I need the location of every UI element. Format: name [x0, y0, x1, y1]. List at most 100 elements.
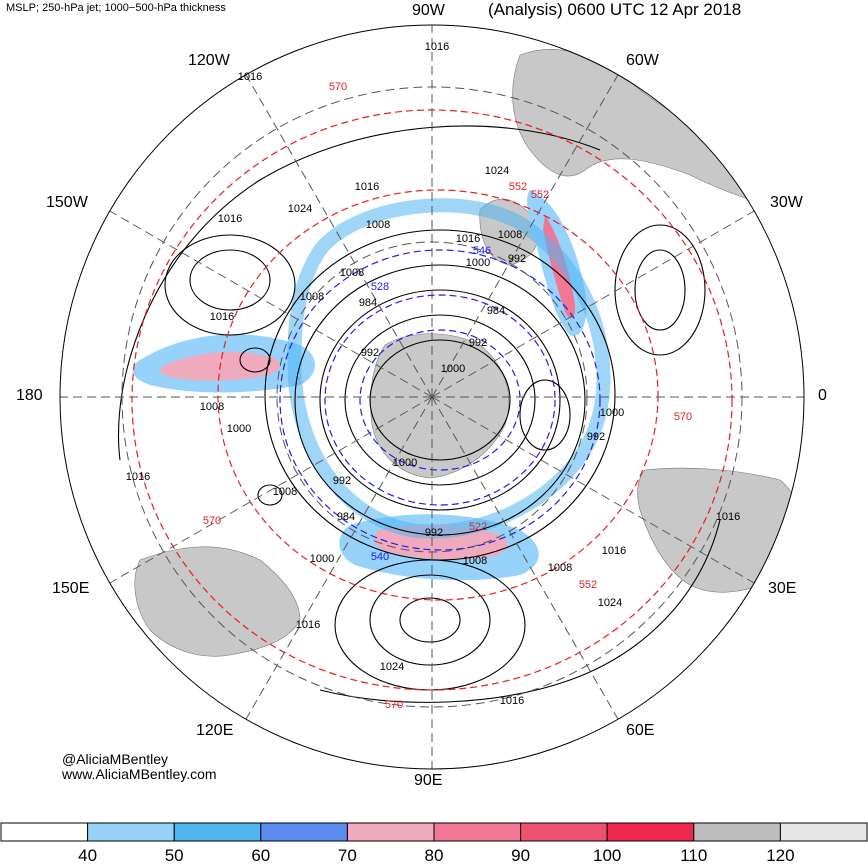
colorbar-tick-label: 100 — [593, 846, 622, 865]
credit-handle: @AliciaMBentley — [62, 751, 169, 767]
mslp-contour-label: 1016 — [355, 181, 379, 193]
colorbar-bin — [606, 822, 695, 842]
isobar-arctic-low-2 — [344, 314, 536, 486]
mslp-contour-label: 1000 — [227, 423, 251, 435]
mslp-contour-label: 1008 — [273, 486, 297, 498]
mslp-contour-label: 992 — [425, 527, 443, 539]
isobar-arctic-low-4 — [294, 264, 586, 536]
mslp-contour-label: 1000 — [466, 257, 490, 269]
mslp-contour-label: 1016 — [456, 233, 480, 245]
lon-label-150e: 150E — [52, 580, 90, 597]
mslp-contour-label: 1016 — [500, 695, 524, 707]
colorbar-bin — [433, 822, 522, 842]
mslp-contour-label: 1024 — [485, 165, 509, 177]
isobar-siberian-high-1 — [399, 597, 461, 643]
mslp-contour-label: 1016 — [425, 41, 449, 53]
mslp-isobars — [117, 125, 721, 703]
polar-stereographic-map: 1016 1016 1024 1016 1024 1016 1008 1016 1008 992 1… — [59, 24, 805, 770]
thickness-contour-label: 528 — [371, 281, 389, 293]
thickness-contour-label: 552 — [579, 579, 597, 591]
thickness-contour-label: 540 — [371, 551, 389, 563]
colorbar-bin — [87, 822, 175, 842]
mslp-contour-label: 1016 — [296, 619, 320, 631]
colorbar-bin — [779, 822, 868, 842]
thickness-label-layer: 570 552 546 528 522 540 552 570 570 570 552 — [203, 81, 692, 711]
colorbar-tick-label: 110 — [680, 846, 708, 865]
colorbar-bin — [0, 822, 89, 842]
isobar-pacific-low — [239, 347, 271, 373]
isobar-pacific-high-1 — [189, 249, 271, 311]
lon-label-60e: 60E — [626, 722, 655, 739]
lon-label-90w: 90W — [412, 2, 445, 19]
mslp-label-layer: 1016 1016 1024 1016 1024 1016 1008 1016 1008 992 1… — [126, 41, 740, 707]
colorbar-tick-label: 60 — [251, 846, 271, 865]
colorbar-bin — [346, 822, 435, 842]
map-title: (Analysis) 0600 UTC 12 Apr 2018 — [488, 0, 742, 19]
colorbar-tick-label: 80 — [424, 846, 444, 865]
lon-label-30e: 30E — [768, 580, 797, 597]
lon-label-60w: 60W — [626, 52, 659, 69]
mslp-contour-label: 1000 — [600, 407, 624, 419]
credit-website: www.AliciaMBentley.com — [62, 766, 217, 782]
lon-label-90e: 90E — [414, 772, 443, 789]
mslp-contour-label: 984 — [337, 511, 355, 523]
mslp-contour-label: 1024 — [288, 203, 312, 215]
land-masses — [134, 48, 801, 657]
meridian-line — [109, 396, 433, 584]
mslp-contour-label: 1008 — [366, 219, 390, 231]
thickness-contour-label: 570 — [329, 81, 347, 93]
thickness-516 — [359, 329, 521, 471]
meridian-line — [431, 210, 755, 398]
lon-label-120w: 120W — [188, 52, 230, 69]
mslp-contour-label: 1016 — [238, 71, 262, 83]
meridians — [60, 25, 804, 769]
land-arctic-islands — [370, 333, 510, 479]
thickness-540 — [279, 249, 601, 551]
thickness-contour-label: 570 — [385, 699, 403, 711]
isobar-asia-low — [257, 484, 283, 506]
thickness-contour-label: 552 — [509, 181, 527, 193]
colorbar-bin — [260, 822, 348, 842]
thickness-contour-label: 570 — [674, 411, 692, 423]
thickness-contour-label: 552 — [531, 189, 549, 201]
mslp-contour-label: 984 — [487, 305, 505, 317]
mslp-contour-label: 1016 — [602, 545, 626, 557]
mslp-contour-label: 1000 — [310, 553, 334, 565]
mslp-contour-label: 1016 — [210, 311, 234, 323]
meridian-line — [245, 396, 433, 720]
mslp-contour-label: 1024 — [380, 661, 404, 673]
isobar-outer-2 — [319, 519, 721, 703]
map-border — [59, 24, 805, 770]
thickness-contour-label: 570 — [203, 515, 221, 527]
isobar-siberian-high-2 — [369, 574, 491, 666]
mslp-contour-label: 1016 — [218, 213, 242, 225]
colorbar-tick-label: 120 — [766, 846, 795, 865]
mslp-contour-label: 1008 — [463, 555, 487, 567]
colorbar-tick-label: 70 — [337, 846, 357, 865]
jet-stream-shading — [132, 190, 611, 581]
mslp-contour-label: 992 — [587, 431, 605, 443]
lon-label-150w: 150W — [46, 194, 88, 211]
thickness-552 — [217, 189, 659, 601]
colorbar-bin — [693, 822, 781, 842]
mslp-contour-label: 1024 — [598, 597, 622, 609]
thickness-contour-label: 522 — [469, 521, 487, 533]
thickness-528 — [324, 294, 556, 506]
mslp-contour-label: 1016 — [716, 511, 740, 523]
colorbar-bin — [173, 822, 262, 842]
mslp-contour-label: 1008 — [498, 229, 522, 241]
colorbar-tick-label: 40 — [78, 846, 98, 865]
mslp-contour-label: 1016 — [126, 471, 150, 483]
mslp-contour-label: 1000 — [441, 363, 465, 375]
lon-label-30w: 30W — [770, 194, 803, 211]
jet-speed-colorbar — [0, 822, 868, 865]
land-asia-pacific-coast — [134, 546, 301, 657]
isobar-arctic-low-1 — [369, 339, 511, 461]
mslp-contour-label: 984 — [359, 297, 377, 309]
land-north-america-east — [512, 48, 791, 211]
colorbar-bin — [520, 822, 608, 842]
isobar-atlantic-low — [519, 379, 571, 451]
mslp-contour-label: 992 — [333, 475, 351, 487]
meridian-line — [109, 210, 433, 398]
